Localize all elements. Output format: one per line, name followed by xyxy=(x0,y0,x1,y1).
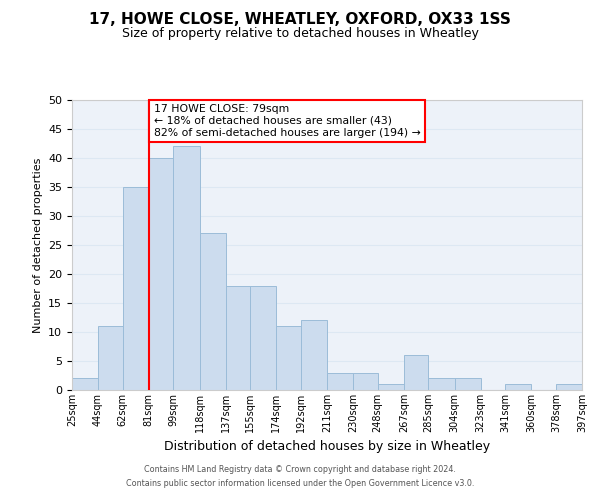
Text: Contains HM Land Registry data © Crown copyright and database right 2024.
Contai: Contains HM Land Registry data © Crown c… xyxy=(126,466,474,487)
Bar xyxy=(149,158,173,390)
Bar xyxy=(199,234,226,390)
X-axis label: Distribution of detached houses by size in Wheatley: Distribution of detached houses by size … xyxy=(164,440,490,454)
Bar xyxy=(505,384,531,390)
Bar xyxy=(250,286,276,390)
Bar xyxy=(378,384,404,390)
Bar xyxy=(226,286,250,390)
Bar xyxy=(173,146,200,390)
Bar xyxy=(428,378,455,390)
Bar xyxy=(404,355,428,390)
Bar xyxy=(276,326,301,390)
Bar xyxy=(123,187,149,390)
Text: 17 HOWE CLOSE: 79sqm
← 18% of detached houses are smaller (43)
82% of semi-detac: 17 HOWE CLOSE: 79sqm ← 18% of detached h… xyxy=(154,104,421,138)
Bar xyxy=(327,372,353,390)
Bar xyxy=(72,378,98,390)
Bar xyxy=(301,320,327,390)
Bar xyxy=(556,384,582,390)
Text: Size of property relative to detached houses in Wheatley: Size of property relative to detached ho… xyxy=(122,28,478,40)
Bar xyxy=(455,378,481,390)
Bar xyxy=(98,326,123,390)
Text: 17, HOWE CLOSE, WHEATLEY, OXFORD, OX33 1SS: 17, HOWE CLOSE, WHEATLEY, OXFORD, OX33 1… xyxy=(89,12,511,28)
Bar xyxy=(353,372,378,390)
Y-axis label: Number of detached properties: Number of detached properties xyxy=(32,158,43,332)
